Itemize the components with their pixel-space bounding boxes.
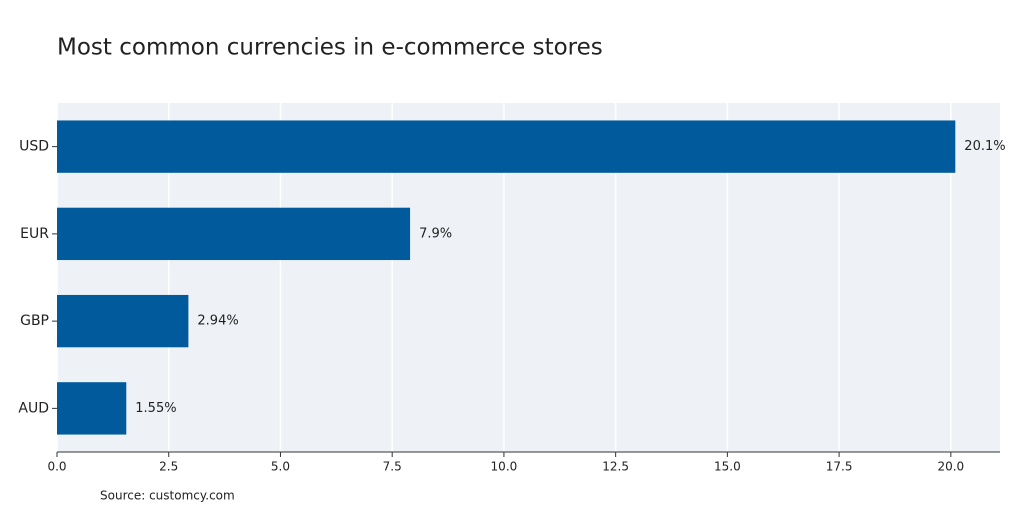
- y-tick-label: GBP: [20, 313, 49, 329]
- x-tick-label: 7.5: [383, 460, 402, 474]
- x-tick-label: 2.5: [159, 460, 178, 474]
- x-tick-label: 10.0: [491, 460, 518, 474]
- x-tick-label: 20.0: [937, 460, 964, 474]
- y-tick-label: EUR: [20, 226, 49, 242]
- value-label: 7.9%: [419, 226, 452, 241]
- bar: [57, 207, 411, 261]
- source-note: Source: customcy.com: [100, 489, 235, 503]
- value-label: 2.94%: [197, 314, 238, 329]
- chart-title: Most common currencies in e-commerce sto…: [57, 35, 603, 61]
- x-tick-label: 15.0: [714, 460, 741, 474]
- value-label: 1.55%: [135, 401, 176, 416]
- x-tick-label: 17.5: [826, 460, 853, 474]
- bar: [57, 382, 127, 435]
- y-tick-label: AUD: [18, 400, 49, 416]
- bar: [57, 294, 189, 348]
- value-label: 20.1%: [964, 139, 1005, 154]
- bar: [57, 120, 956, 173]
- x-tick-label: 5.0: [271, 460, 290, 474]
- x-tick-label: 0.0: [47, 460, 66, 474]
- x-tick-label: 12.5: [602, 460, 629, 474]
- y-tick-label: USD: [19, 139, 49, 155]
